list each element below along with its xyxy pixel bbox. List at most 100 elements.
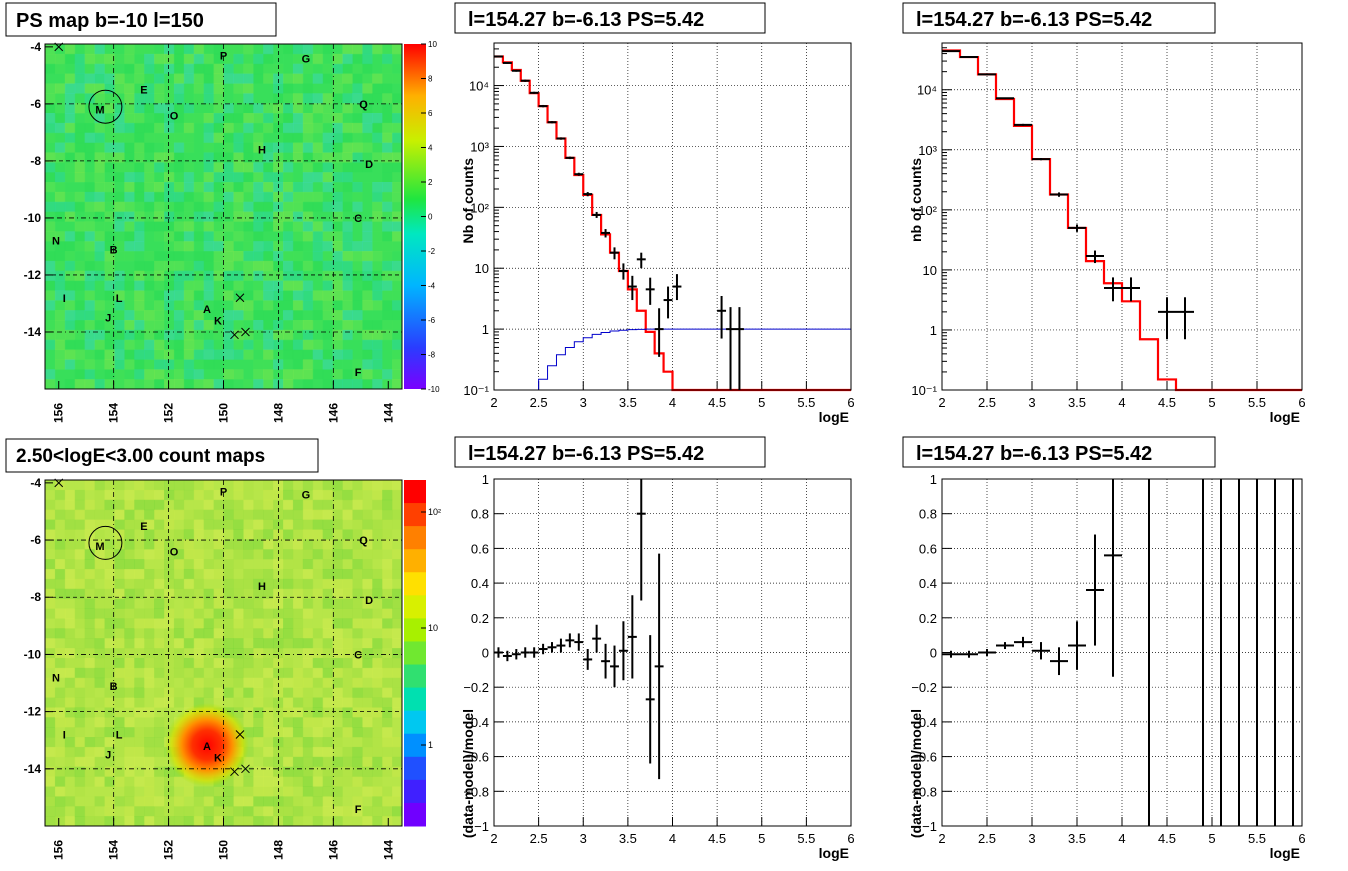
map-pixel [382,162,393,173]
x-tick-label: 148 [271,403,285,423]
x-tick-label: 5 [1208,831,1215,846]
map-pixel [322,63,334,75]
map-pixel [124,677,135,689]
map-pixel [154,300,165,311]
map-pixel [352,320,363,331]
res1-title: l=154.27 b=-6.13 PS=5.42 [468,443,704,465]
map-pixel [263,251,274,262]
map-pixel [253,329,264,341]
map-pixel [342,628,353,639]
x-tick-label: 150 [217,840,231,860]
map-pixel [173,182,185,193]
map-pixel [144,568,155,580]
map-pixel [382,300,393,311]
map-pixel [193,201,205,213]
map-pixel [263,221,274,232]
map-pixel [154,73,165,84]
map-pixel [114,379,125,390]
source-label: E [140,85,147,97]
map-pixel [164,687,175,698]
map-pixel [342,211,353,222]
map-pixel [64,509,76,521]
map-pixel [144,667,155,679]
map-pixel [253,697,264,708]
map-pixel [54,379,66,390]
x-tick-label: 2 [938,831,945,846]
map-pixel [203,628,215,639]
map-pixel [54,677,66,689]
map-pixel [164,260,175,272]
map-pixel [104,499,115,511]
map-pixel [233,132,244,144]
map-pixel [114,201,125,213]
map-pixel [352,746,363,758]
map-pixel [154,260,165,272]
map-pixel [312,44,324,55]
map-pixel [372,113,383,124]
map-pixel [332,588,343,600]
map-pixel [292,270,304,282]
map-pixel [114,578,125,590]
map-pixel [233,211,244,222]
map-pixel [253,310,264,321]
map-pixel [332,598,343,610]
map-pixel [382,191,393,203]
map-pixel [193,182,205,193]
map-pixel [193,113,205,124]
map-pixel [164,539,175,550]
map-pixel [302,182,314,193]
map-pixel [243,182,254,193]
map-pixel [332,529,343,540]
map-pixel [173,349,185,360]
map-pixel [183,310,195,321]
map-pixel [372,300,383,311]
map-pixel [114,766,125,778]
map-pixel [64,499,76,511]
map-pixel [283,559,294,570]
map-pixel [213,667,224,679]
map-pixel [233,93,244,104]
map-pixel [203,806,215,817]
map-pixel [84,260,96,272]
map-pixel [144,44,155,55]
map-pixel [193,339,205,351]
map-pixel [173,588,185,600]
map-pixel [263,816,274,827]
map-pixel [342,310,353,321]
map-pixel [263,83,274,94]
map-pixel [382,231,393,242]
map-pixel [372,162,383,173]
map-pixel [302,707,314,718]
map-pixel [392,648,403,659]
map-pixel [253,796,264,807]
map-pixel [134,717,145,728]
map-pixel [263,756,274,768]
map-pixel [213,329,224,341]
map-pixel [104,588,115,600]
map-pixel [134,588,145,600]
map-pixel [183,44,195,55]
map-pixel [144,519,155,530]
map-pixel [243,44,254,55]
map-pixel [74,568,86,580]
x-tick-label: 5 [758,395,765,410]
map-pixel [322,201,334,213]
map-pixel [223,588,234,600]
map-pixel [243,280,254,291]
map-pixel [352,44,363,55]
map-pixel [223,122,234,134]
map-pixel [183,211,195,222]
map-pixel [283,379,294,390]
map-pixel [392,349,403,360]
map-pixel [283,359,294,370]
map-pixel [253,369,264,380]
map-pixel [54,756,66,768]
map-pixel [342,191,353,203]
map-pixel [183,618,195,629]
map-pixel [193,480,205,491]
map-pixel [74,73,86,84]
map-pixel [263,588,274,600]
map-pixel [332,93,343,104]
map-pixel [253,519,264,530]
map-pixel [263,63,274,75]
